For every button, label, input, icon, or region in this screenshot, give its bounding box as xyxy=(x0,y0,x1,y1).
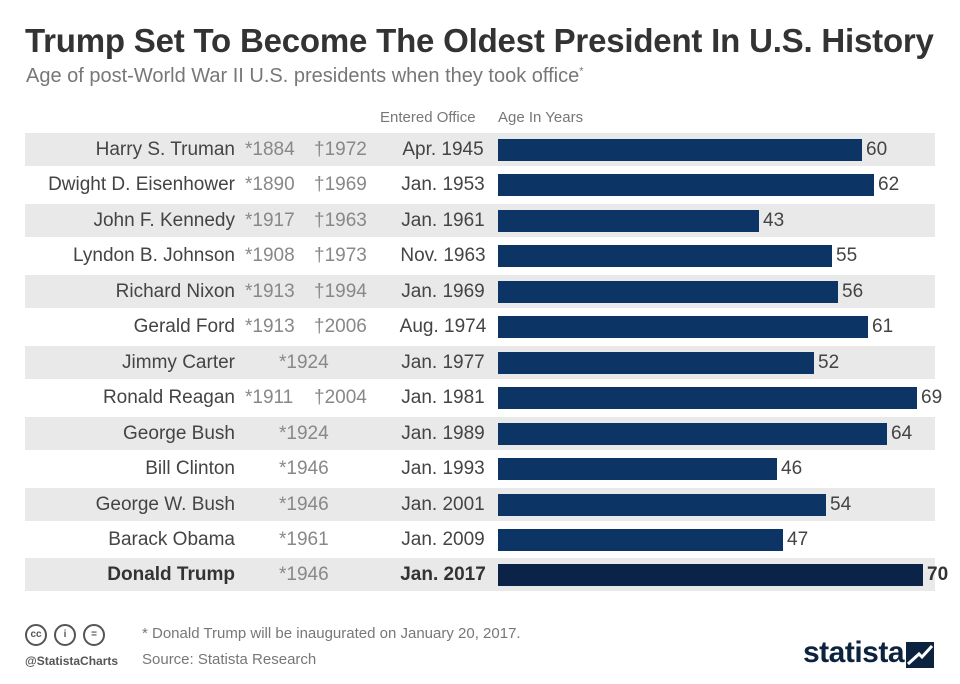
table-row: Gerald Ford *1913 †2006 Aug. 1974 61 xyxy=(25,310,935,343)
age-bar xyxy=(498,422,887,445)
death-year: †1972 xyxy=(314,139,367,160)
table-row: Lyndon B. Johnson *1908 †1973 Nov. 1963 55 xyxy=(25,239,935,272)
no-derivatives-icon: = xyxy=(83,624,105,646)
column-header-entered: Entered Office xyxy=(380,109,476,126)
statista-logo-icon xyxy=(906,642,934,668)
age-value-label: 55 xyxy=(836,245,858,267)
birth-year: *1890 xyxy=(245,174,295,196)
subtitle-marker: * xyxy=(579,65,584,78)
footnote: * Donald Trump will be inaugurated on Ja… xyxy=(142,625,521,642)
age-bar xyxy=(498,174,874,197)
entered-office: Nov. 1963 xyxy=(400,245,486,267)
age-value-label: 56 xyxy=(842,280,864,302)
age-bar xyxy=(498,245,832,268)
birth-year: *1924 xyxy=(279,351,329,373)
age-value-label: 52 xyxy=(818,351,840,373)
entered-office: Jan. 1981 xyxy=(401,387,485,409)
president-name: John F. Kennedy xyxy=(93,209,235,231)
table-row: Harry S. Truman *1884 †1972 Apr. 1945 60 xyxy=(25,133,935,166)
birth-year: *1946 xyxy=(279,493,329,515)
death-year: †1963 xyxy=(314,209,367,231)
president-name: Dwight D. Eisenhower xyxy=(48,174,235,196)
death-year: †2004 xyxy=(314,387,367,409)
birth-year: *1946 xyxy=(279,458,329,480)
birth-year: *1924 xyxy=(279,422,329,444)
age-value-label: 60 xyxy=(866,139,888,160)
table-row: Jimmy Carter *1924 Jan. 1977 52 xyxy=(25,345,935,379)
death-year: †1973 xyxy=(314,245,367,267)
president-name: Jimmy Carter xyxy=(122,351,235,373)
attribution-icon: i xyxy=(54,624,76,646)
age-bar xyxy=(498,209,759,232)
age-bar xyxy=(498,493,826,516)
twitter-handle: @StatistaCharts xyxy=(25,654,119,668)
birth-year: *1917 xyxy=(245,209,295,231)
president-name: Lyndon B. Johnson xyxy=(73,245,235,267)
president-name: Gerald Ford xyxy=(133,316,235,338)
president-name: Donald Trump xyxy=(107,564,235,586)
chart-subtitle: Age of post-World War II U.S. presidents… xyxy=(26,65,584,88)
age-value-label: 61 xyxy=(872,316,894,338)
death-year: †2006 xyxy=(314,316,367,338)
president-name: George Bush xyxy=(123,422,235,444)
entered-office: Jan. 1961 xyxy=(401,209,485,231)
birth-year: *1913 xyxy=(245,280,295,302)
age-value-label: 46 xyxy=(781,458,803,480)
entered-office: Jan. 1953 xyxy=(401,174,485,196)
birth-year: *1908 xyxy=(245,245,295,267)
age-value-label: 47 xyxy=(787,528,809,550)
president-name: Richard Nixon xyxy=(115,280,235,302)
age-bar xyxy=(498,316,868,339)
column-header-age: Age In Years xyxy=(498,109,584,126)
table-row: Ronald Reagan *1911 †2004 Jan. 1981 69 xyxy=(25,381,942,414)
age-bar xyxy=(498,139,862,161)
subtitle-text: Age of post-World War II U.S. presidents… xyxy=(26,65,580,87)
table-row: Donald Trump *1946 Jan. 2017 70 xyxy=(25,558,948,592)
table-row: Dwight D. Eisenhower *1890 †1969 Jan. 1953 6… xyxy=(25,168,935,201)
age-value-label: 54 xyxy=(830,493,852,515)
age-bar xyxy=(498,458,777,481)
cc-icon: cc xyxy=(25,624,47,646)
chart-title: Trump Set To Become The Oldest President… xyxy=(25,22,934,59)
entered-office: Jan. 1989 xyxy=(401,422,485,444)
entered-office: Jan. 2009 xyxy=(401,528,485,550)
table-row: John F. Kennedy *1917 †1963 Jan. 1961 43 xyxy=(25,203,935,237)
age-value-label: 62 xyxy=(878,174,900,196)
age-value-label: 69 xyxy=(921,387,943,409)
president-name: Bill Clinton xyxy=(145,458,235,480)
president-name: Harry S. Truman xyxy=(95,139,235,160)
death-year: †1994 xyxy=(314,280,367,302)
age-bar xyxy=(498,528,783,551)
entered-office: Jan. 2017 xyxy=(400,564,486,586)
source-note: Source: Statista Research xyxy=(142,651,317,668)
age-value-label: 64 xyxy=(891,422,913,444)
age-bar xyxy=(498,387,917,410)
entered-office: Jan. 1993 xyxy=(401,458,485,480)
table-row: Barack Obama *1961 Jan. 2009 47 xyxy=(25,523,935,556)
age-bar xyxy=(498,280,838,303)
birth-year: *1911 xyxy=(245,387,294,409)
birth-year: *1946 xyxy=(279,564,329,586)
birth-year: *1913 xyxy=(245,316,295,338)
entered-office: Jan. 2001 xyxy=(401,493,485,515)
table-row: George W. Bush *1946 Jan. 2001 54 xyxy=(25,487,935,521)
table-row: Bill Clinton *1946 Jan. 1993 46 xyxy=(25,452,935,485)
age-bar xyxy=(498,564,923,587)
president-name: Ronald Reagan xyxy=(102,387,235,409)
statista-logo: statista xyxy=(803,636,905,669)
age-value-label: 70 xyxy=(927,564,949,586)
table-row: Richard Nixon *1913 †1994 Jan. 1969 56 xyxy=(25,274,935,308)
entered-office: Aug. 1974 xyxy=(399,316,487,338)
table-row: George Bush *1924 Jan. 1989 64 xyxy=(25,416,935,450)
age-value-label: 43 xyxy=(763,209,785,231)
entered-office: Jan. 1977 xyxy=(401,351,485,373)
entered-office: Apr. 1945 xyxy=(402,139,484,160)
death-year: †1969 xyxy=(314,174,367,196)
president-name: George W. Bush xyxy=(95,493,235,515)
president-name: Barack Obama xyxy=(108,528,235,550)
birth-year: *1961 xyxy=(279,528,329,550)
entered-office: Jan. 1969 xyxy=(401,280,485,302)
age-bar xyxy=(498,351,814,374)
birth-year: *1884 xyxy=(245,139,295,160)
